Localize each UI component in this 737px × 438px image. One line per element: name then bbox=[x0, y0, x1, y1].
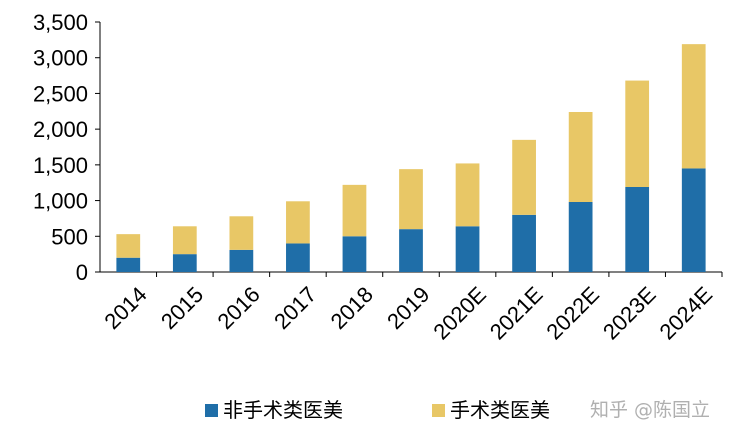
bar-non-surgical bbox=[568, 202, 593, 272]
x-tick-label: 2022E bbox=[541, 282, 604, 345]
bar-surgical bbox=[455, 163, 480, 227]
y-tick-label: 3,500 bbox=[33, 10, 88, 35]
y-tick-label: 1,000 bbox=[33, 189, 88, 214]
legend-swatch-non-surgical bbox=[205, 404, 218, 417]
bar-non-surgical bbox=[512, 214, 536, 272]
bar-non-surgical bbox=[172, 254, 197, 272]
y-tick-label: 1,500 bbox=[33, 153, 88, 178]
x-tick-label: 2018 bbox=[326, 282, 378, 334]
bar-surgical bbox=[512, 139, 536, 215]
bar-surgical bbox=[568, 112, 593, 202]
y-tick-label: 0 bbox=[76, 260, 88, 285]
bar-non-surgical bbox=[681, 168, 706, 272]
legend-swatch-surgical bbox=[432, 404, 445, 417]
bar-surgical bbox=[342, 184, 367, 237]
legend-label-non-surgical: 非手术类医美 bbox=[223, 398, 343, 422]
y-tick-label: 2,500 bbox=[33, 81, 88, 106]
chart-legend: 非手术类医美 手术类医美 bbox=[205, 398, 550, 422]
bar-non-surgical bbox=[625, 187, 650, 272]
x-tick-label: 2014 bbox=[99, 282, 151, 334]
x-axis-tick-labels: 2014 2015 2016 2017 2018 20192020E2021E2022E2… bbox=[99, 282, 717, 345]
x-tick-label: 2019 bbox=[382, 282, 434, 334]
y-tick-label: 500 bbox=[51, 224, 88, 249]
bar-non-surgical bbox=[229, 249, 254, 272]
bar-surgical bbox=[399, 169, 423, 230]
y-tick-label: 3,000 bbox=[33, 46, 88, 71]
x-tick-label: 2017 bbox=[269, 282, 321, 334]
y-tick-label: 2,000 bbox=[33, 117, 88, 142]
x-tick-label: 2024E bbox=[654, 282, 717, 345]
legend-label-surgical: 手术类医美 bbox=[450, 398, 550, 422]
bar-non-surgical bbox=[399, 229, 423, 272]
bar-non-surgical bbox=[455, 226, 480, 272]
y-axis-tick-labels: 0 500 1,000 1,500 2,000 2,500 3,000 3,500 bbox=[33, 10, 88, 285]
bar-non-surgical bbox=[286, 243, 310, 272]
x-tick-label: 2015 bbox=[156, 282, 208, 334]
bar-surgical bbox=[172, 226, 197, 255]
x-tick-label: 2021E bbox=[485, 282, 548, 345]
bar-surgical bbox=[286, 201, 310, 244]
x-tick-label: 2023E bbox=[598, 282, 661, 345]
bar-non-surgical bbox=[342, 236, 367, 272]
x-tick-label: 2020E bbox=[428, 282, 491, 345]
bar-surgical bbox=[681, 44, 706, 169]
x-tick-label: 2016 bbox=[213, 282, 265, 334]
bar-surgical bbox=[116, 234, 141, 258]
bar-surgical bbox=[229, 216, 254, 250]
watermark-text: 知乎 @陈国立 bbox=[590, 399, 710, 421]
bar-surgical bbox=[625, 80, 650, 187]
bar-non-surgical bbox=[116, 257, 141, 272]
chart-bars bbox=[116, 44, 706, 272]
